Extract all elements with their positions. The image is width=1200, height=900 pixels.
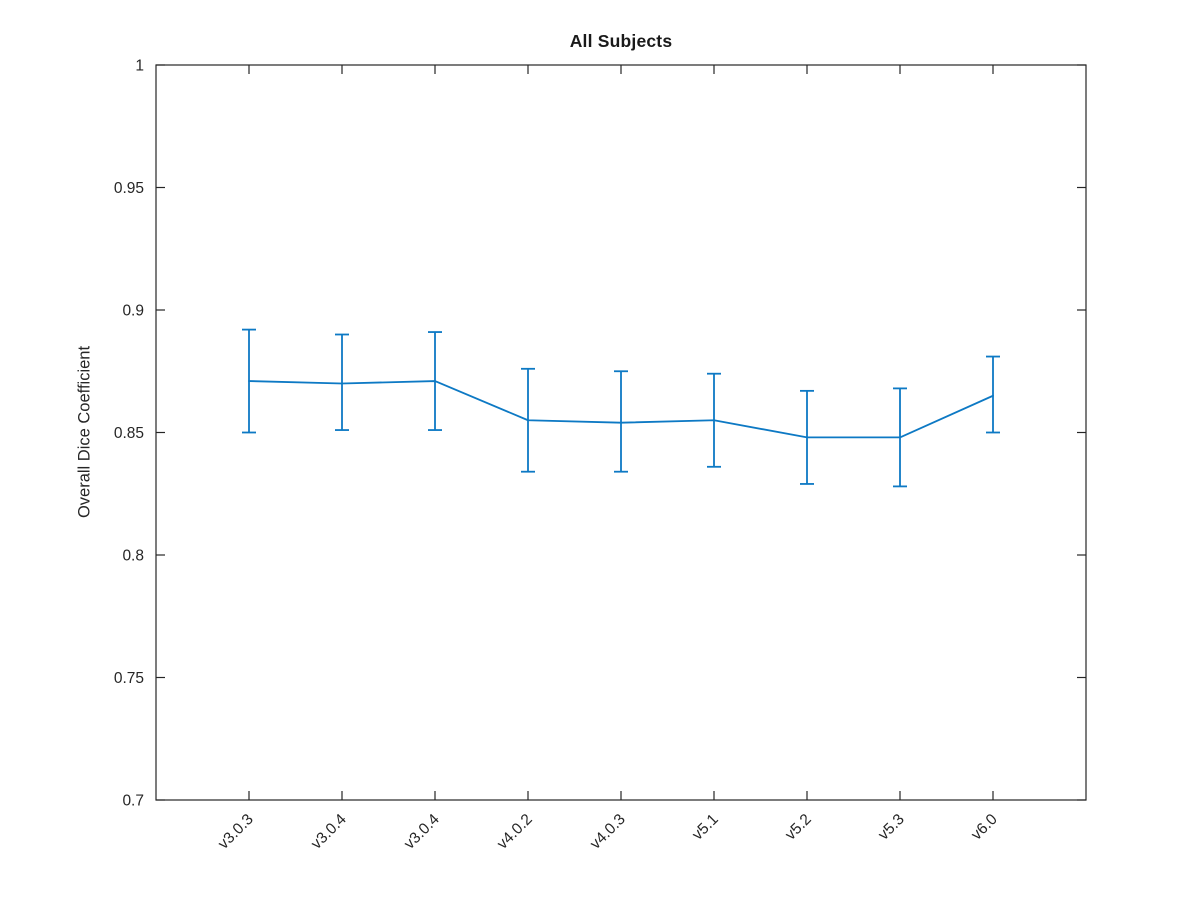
- x-tick-label: v3.0.3: [215, 811, 257, 853]
- y-tick-label: 0.9: [122, 302, 144, 319]
- x-tick-label: v5.1: [689, 811, 722, 844]
- x-tick-label: v5.3: [875, 811, 908, 844]
- y-tick-label: 1: [135, 57, 144, 74]
- chart-title: All Subjects: [569, 31, 673, 51]
- x-tick-label: v4.0.2: [494, 811, 536, 853]
- x-tick-label: v3.0.4: [308, 811, 350, 853]
- y-tick-label: 0.8: [122, 547, 144, 564]
- y-tick-label: 0.7: [122, 792, 144, 809]
- x-tick-label: v4.0.3: [587, 811, 629, 853]
- x-tick-label: v3.0.4: [401, 811, 443, 853]
- y-tick-label: 0.85: [114, 425, 144, 442]
- y-tick-label: 0.75: [114, 670, 144, 687]
- data-line: [248, 380, 994, 439]
- x-tick-label: v6.0: [968, 811, 1001, 844]
- x-tick-label: v5.2: [782, 811, 815, 844]
- y-tick-label: 0.95: [114, 180, 144, 197]
